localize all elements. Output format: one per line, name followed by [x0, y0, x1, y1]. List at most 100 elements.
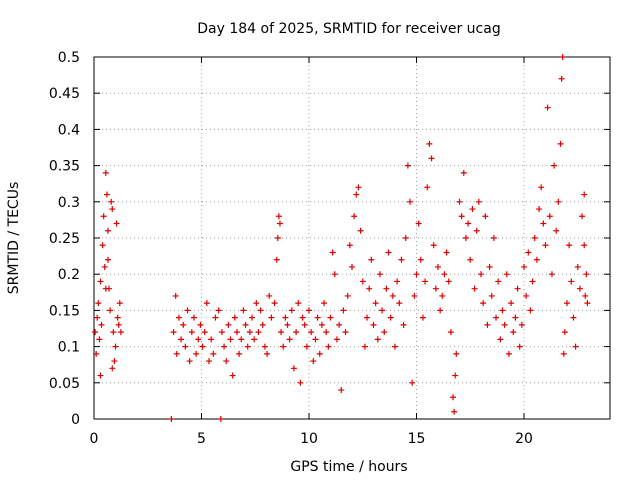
data-point [212, 314, 219, 321]
data-point [336, 321, 343, 328]
data-point [430, 242, 437, 249]
data-point [361, 343, 368, 350]
data-point [193, 350, 200, 357]
data-point [553, 227, 560, 234]
data-point [542, 242, 549, 249]
data-points [92, 54, 591, 422]
data-point [295, 300, 302, 307]
data-point [555, 198, 562, 205]
grid-lines [94, 57, 610, 419]
data-point [518, 321, 525, 328]
data-point [426, 140, 433, 147]
data-point [584, 300, 591, 307]
data-point [510, 329, 517, 336]
data-point [340, 307, 347, 314]
data-point [439, 292, 446, 299]
data-point [323, 329, 330, 336]
data-point [175, 314, 182, 321]
data-point [240, 307, 247, 314]
data-point [301, 321, 308, 328]
data-point [551, 162, 558, 169]
data-point [428, 155, 435, 162]
data-point [346, 242, 353, 249]
data-point [173, 350, 180, 357]
data-point [92, 329, 99, 336]
data-point [221, 343, 228, 350]
data-point [280, 343, 287, 350]
data-point [229, 372, 236, 379]
data-point [114, 314, 121, 321]
data-point [566, 242, 573, 249]
data-point [182, 343, 189, 350]
data-point [471, 285, 478, 292]
data-point [579, 213, 586, 220]
y-tick-label: 0.25 [49, 231, 80, 247]
axis-ticks: 0 0.05 0.1 0.15 0.2 0.25 0.3 0.35 0.4 0.45 0.5 0 5 10… [49, 50, 610, 447]
x-tick-label: 15 [408, 431, 426, 447]
data-point [314, 314, 321, 321]
y-tick-label: 0.2 [58, 267, 80, 283]
data-point [208, 336, 215, 343]
data-point [409, 379, 416, 386]
data-point [236, 350, 243, 357]
data-point [387, 314, 394, 321]
data-point [441, 271, 448, 278]
data-point [544, 104, 551, 111]
data-point [576, 285, 583, 292]
data-point [364, 314, 371, 321]
data-point [484, 321, 491, 328]
data-point [451, 408, 458, 415]
data-point [582, 292, 589, 299]
data-point [372, 300, 379, 307]
data-point [495, 278, 502, 285]
data-point [499, 307, 506, 314]
data-point [303, 343, 310, 350]
data-point [475, 198, 482, 205]
data-point [109, 206, 116, 213]
data-point [458, 213, 465, 220]
y-tick-label: 0.5 [58, 50, 80, 66]
data-point [413, 271, 420, 278]
data-point [246, 329, 253, 336]
data-point [271, 300, 278, 307]
data-point [490, 235, 497, 241]
data-point [188, 329, 195, 336]
data-point [108, 198, 115, 205]
x-tick-label: 20 [515, 431, 533, 447]
data-point [368, 256, 375, 263]
data-point [170, 329, 177, 336]
data-point [583, 271, 590, 278]
data-point [505, 350, 512, 357]
data-point [443, 249, 450, 256]
data-point [564, 300, 570, 307]
data-point [331, 271, 338, 278]
data-point [546, 213, 553, 220]
data-point [195, 336, 202, 343]
chart-title: Day 184 of 2025, SRMTID for receiver uca… [197, 21, 500, 37]
data-point [467, 256, 474, 263]
data-point [514, 285, 521, 292]
y-tick-label: 0 [71, 412, 80, 428]
data-point [338, 387, 345, 394]
data-point [465, 220, 472, 227]
data-point [568, 278, 575, 285]
data-point [227, 336, 234, 343]
data-point [497, 336, 504, 343]
data-point [168, 416, 175, 422]
x-tick-label: 10 [300, 431, 318, 447]
data-point [93, 350, 100, 357]
y-axis-label: SRMTID / TECUs [6, 182, 22, 295]
data-point [215, 307, 222, 314]
data-point [218, 329, 225, 336]
data-point [351, 213, 358, 220]
data-point [396, 300, 403, 307]
data-point [115, 321, 122, 328]
data-point [435, 263, 441, 270]
data-point [560, 350, 567, 357]
data-point [402, 235, 409, 241]
data-point [273, 256, 280, 263]
data-point [321, 300, 328, 307]
data-point [581, 191, 588, 198]
data-point [536, 206, 543, 213]
data-point [366, 285, 373, 292]
